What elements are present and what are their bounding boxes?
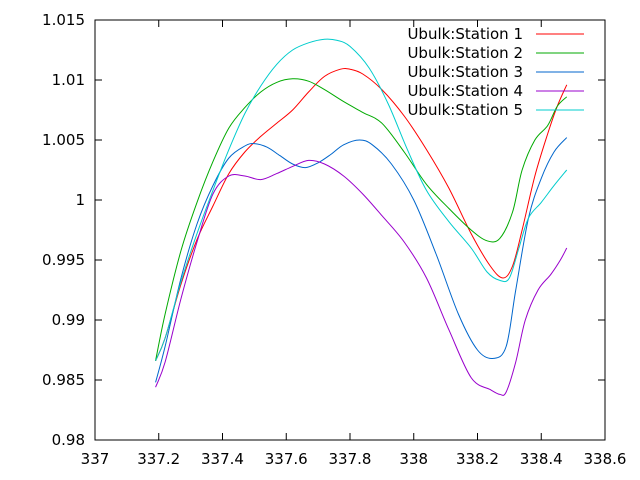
y-tick-label: 1.01: [52, 71, 85, 89]
series-line-station-3: [155, 137, 568, 383]
series-line-station-5: [155, 38, 568, 361]
series-line-station-4: [155, 159, 568, 396]
x-tick-label: 338.2: [456, 450, 499, 468]
x-tick-label: 337: [81, 450, 110, 468]
x-tick-label: 337.6: [265, 450, 308, 468]
y-tick-label: 1: [75, 191, 85, 209]
legend-label-station-2: Ubulk:Station 2: [407, 44, 523, 62]
plot-frame: [94, 19, 606, 441]
legend-label-station-3: Ubulk:Station 3: [407, 63, 523, 81]
series-group: [155, 38, 568, 396]
x-tick-label: 338.6: [584, 450, 627, 468]
y-tick-label: 1.015: [42, 11, 85, 29]
y-tick-label: 0.99: [52, 311, 85, 329]
legend-label-station-4: Ubulk:Station 4: [407, 82, 523, 100]
legend-label-station-5: Ubulk:Station 5: [407, 101, 523, 119]
y-tick-label: 1.005: [42, 131, 85, 149]
x-tick-label: 338: [399, 450, 428, 468]
x-tick-label: 338.4: [520, 450, 563, 468]
x-tick-label: 337.8: [329, 450, 372, 468]
y-tick-label: 0.995: [42, 251, 85, 269]
x-tick-label: 337.4: [201, 450, 244, 468]
legend-label-station-1: Ubulk:Station 1: [407, 25, 523, 43]
y-tick-label: 0.985: [42, 371, 85, 389]
axis-ticks: 337 337.2 337.4 337.6 337.8 338 338.2 338.4 338.…: [42, 11, 626, 468]
series-line-station-1: [155, 67, 568, 361]
x-tick-label: 337.2: [137, 450, 180, 468]
series-line-station-2: [155, 78, 568, 361]
y-tick-label: 0.98: [52, 431, 85, 449]
